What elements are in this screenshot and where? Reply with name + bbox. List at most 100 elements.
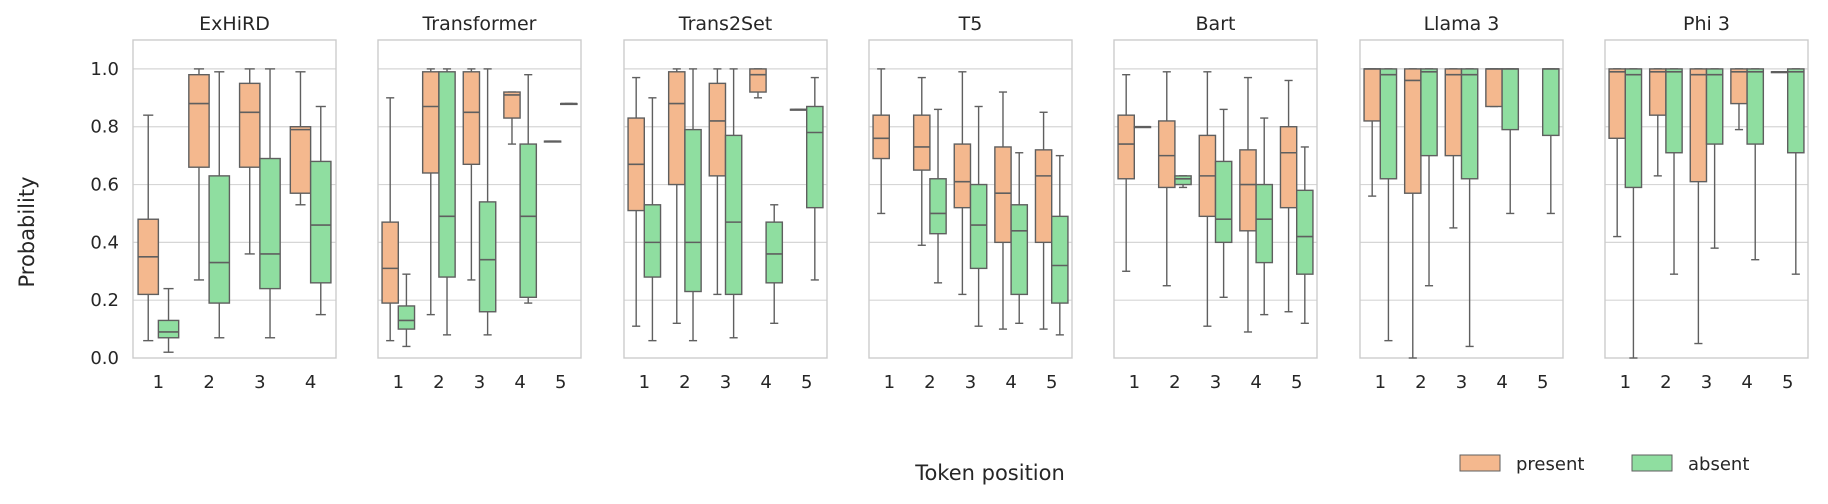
absent-box <box>1420 68 1438 157</box>
x-tick-label: 1 <box>1129 372 1140 393</box>
absent-box <box>1624 68 1643 189</box>
present-box <box>381 221 399 304</box>
absent-box <box>309 160 332 284</box>
present-box <box>1730 68 1748 105</box>
present-box <box>1279 126 1298 209</box>
present-box <box>1444 68 1463 157</box>
absent-box <box>1010 204 1029 296</box>
present-box <box>912 114 931 171</box>
x-tick-label: 4 <box>1250 372 1261 393</box>
panel-frame <box>1604 39 1809 359</box>
absent-box <box>1174 175 1192 186</box>
present-box <box>1034 149 1053 244</box>
absent-box <box>806 105 824 209</box>
panel-title: Llama 3 <box>1424 13 1500 35</box>
panel-frame <box>1113 39 1318 359</box>
x-tick-label: 4 <box>305 372 316 393</box>
absent-box <box>478 201 497 313</box>
y-tick-label: 0.0 <box>90 348 119 369</box>
absent-box <box>1460 68 1479 180</box>
legend-label-absent: absent <box>1688 454 1749 475</box>
x-tick-label: 5 <box>1782 372 1793 393</box>
x-tick-label: 3 <box>720 372 731 393</box>
x-tick-label: 4 <box>1741 372 1752 393</box>
x-tick-label: 2 <box>1660 372 1671 393</box>
x-tick-label: 4 <box>1005 372 1016 393</box>
panel-frame <box>377 39 582 359</box>
present-box <box>188 73 210 168</box>
absent-box <box>1255 183 1274 264</box>
absent-box <box>1501 68 1520 131</box>
x-tick-label: 3 <box>1456 372 1467 393</box>
present-box <box>238 82 261 168</box>
absent-box <box>1786 68 1805 154</box>
absent-box <box>1541 68 1560 137</box>
panel-title: Bart <box>1196 13 1236 35</box>
absent-box <box>1214 160 1233 244</box>
present-box <box>667 71 686 186</box>
panel-title: T5 <box>958 13 983 35</box>
x-tick-label: 1 <box>393 372 404 393</box>
x-tick-label: 4 <box>760 372 771 393</box>
panel-title: Trans2Set <box>678 13 773 35</box>
x-tick-label: 5 <box>801 372 812 393</box>
y-tick-label: 0.4 <box>90 232 119 253</box>
x-tick-label: 1 <box>884 372 895 393</box>
legend-swatch-present <box>1459 454 1501 472</box>
panel-frame <box>132 39 337 359</box>
y-axis-label: Probability <box>15 176 39 287</box>
x-tick-label: 4 <box>1496 372 1507 393</box>
legend-swatch-absent <box>1631 454 1673 472</box>
present-box <box>462 71 481 166</box>
present-box <box>1239 149 1257 232</box>
x-tick-label: 3 <box>1210 372 1221 393</box>
x-tick-label: 1 <box>1620 372 1631 393</box>
present-box <box>289 126 312 194</box>
present-box <box>1485 68 1503 108</box>
absent-box <box>157 319 180 339</box>
absent-box <box>1295 189 1314 275</box>
panel-frame <box>1359 39 1564 359</box>
x-tick-label: 2 <box>679 372 690 393</box>
absent-box <box>1705 68 1724 145</box>
y-tick-label: 0.2 <box>90 290 119 311</box>
x-tick-label: 2 <box>1169 372 1180 393</box>
absent-box <box>1379 68 1398 180</box>
absent-box <box>438 71 456 278</box>
y-tick-label: 1.0 <box>90 59 119 80</box>
absent-box <box>969 183 988 270</box>
present-box <box>953 143 972 209</box>
present-box <box>749 68 767 93</box>
x-tick-label: 1 <box>153 372 164 393</box>
present-box <box>1403 68 1422 194</box>
x-tick-label: 5 <box>1537 372 1548 393</box>
present-box <box>1157 120 1176 189</box>
panel-title: Phi 3 <box>1683 13 1730 35</box>
x-tick-label: 2 <box>433 372 444 393</box>
present-box <box>872 114 890 160</box>
present-box <box>1608 68 1627 139</box>
panel-title: ExHiRD <box>199 13 270 35</box>
x-tick-label: 5 <box>555 372 566 393</box>
absent-box <box>929 178 947 235</box>
x-tick-label: 4 <box>514 372 525 393</box>
x-tick-label: 3 <box>1701 372 1712 393</box>
absent-box <box>208 175 231 304</box>
absent-box <box>519 143 538 298</box>
x-tick-label: 2 <box>1415 372 1426 393</box>
x-tick-label: 2 <box>203 372 214 393</box>
present-box <box>1117 114 1136 180</box>
x-tick-label: 3 <box>474 372 485 393</box>
present-box <box>1363 68 1382 122</box>
present-box <box>503 91 521 119</box>
x-tick-label: 2 <box>924 372 935 393</box>
absent-box <box>1746 68 1765 145</box>
present-box <box>994 146 1012 244</box>
x-axis-label: Token position <box>914 461 1065 485</box>
absent-box <box>397 305 416 330</box>
present-box <box>1648 68 1667 116</box>
y-tick-label: 0.8 <box>90 117 119 138</box>
x-tick-label: 1 <box>1375 372 1386 393</box>
